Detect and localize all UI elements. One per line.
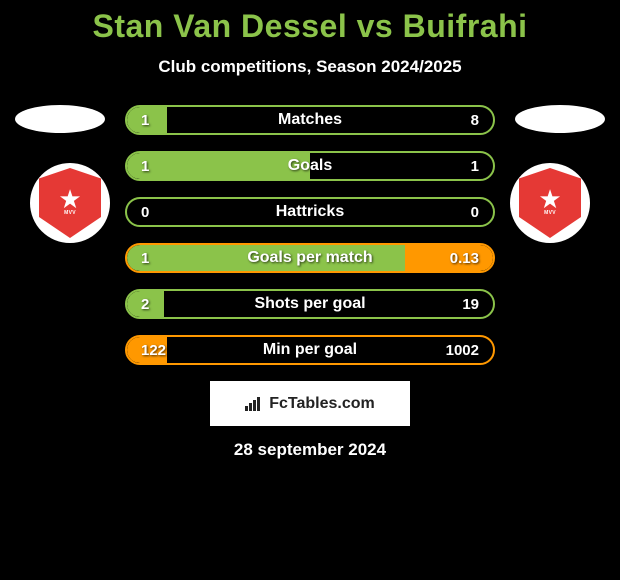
star-icon: ★ — [538, 186, 561, 212]
page-title: Stan Van Dessel vs Buifrahi — [0, 8, 620, 45]
stat-row: 10.13Goals per match — [125, 243, 495, 273]
stat-row: 18Matches — [125, 105, 495, 135]
badge-text-right: MVV — [544, 210, 556, 216]
team-badge-left: ★ MVV — [30, 163, 110, 243]
stat-row: 00Hattricks — [125, 197, 495, 227]
stat-label: Min per goal — [127, 341, 493, 359]
stat-row: 11Goals — [125, 151, 495, 181]
player-ellipse-left — [15, 105, 105, 133]
stat-label: Shots per goal — [127, 295, 493, 313]
stat-row: 219Shots per goal — [125, 289, 495, 319]
stat-label: Hattricks — [127, 203, 493, 221]
stat-row: 1221002Min per goal — [125, 335, 495, 365]
logo-text: FcTables.com — [269, 395, 375, 413]
player-ellipse-right — [515, 105, 605, 133]
team-badge-right: ★ MVV — [510, 163, 590, 243]
chart-icon — [245, 397, 263, 411]
badge-shield-left: ★ MVV — [39, 168, 101, 238]
subtitle: Club competitions, Season 2024/2025 — [0, 57, 620, 77]
stat-label: Goals — [127, 157, 493, 175]
badge-text-left: MVV — [64, 210, 76, 216]
badge-shield-right: ★ MVV — [519, 168, 581, 238]
star-icon: ★ — [58, 186, 81, 212]
date-text: 28 september 2024 — [0, 440, 620, 460]
stats-list: 18Matches 11Goals 00Hattricks 10.13Goals pe… — [125, 105, 495, 365]
source-logo: FcTables.com — [210, 381, 410, 426]
stat-label: Goals per match — [127, 249, 493, 267]
main-area: ★ MVV ★ MVV 18Matches11Goals00Hattricks1… — [0, 105, 620, 460]
stat-label: Matches — [127, 111, 493, 129]
comparison-widget: Stan Van Dessel vs Buifrahi Club competi… — [0, 0, 620, 460]
